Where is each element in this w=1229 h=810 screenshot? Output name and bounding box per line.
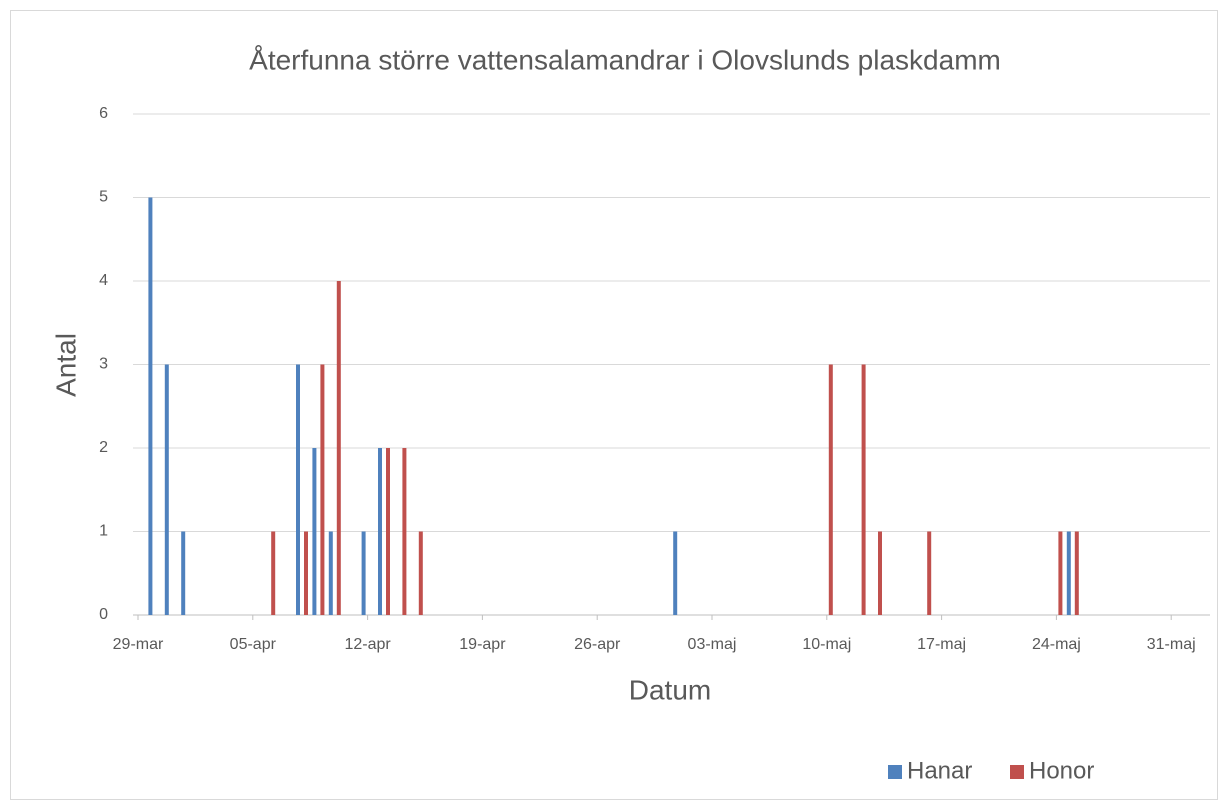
- y-tick-label: 3: [99, 356, 108, 373]
- legend-swatch: [888, 765, 902, 779]
- x-tick-label: 05-apr: [230, 636, 277, 653]
- legend-label: Honor: [1029, 757, 1094, 784]
- y-tick-label: 4: [99, 272, 108, 289]
- x-tick-label: 29-mar: [113, 636, 164, 653]
- chart-frame: [10, 10, 1218, 800]
- bar: [148, 197, 153, 615]
- bar: [328, 531, 333, 615]
- bar: [1058, 531, 1063, 615]
- x-tick-label: 19-apr: [459, 636, 506, 653]
- chart-title: Återfunna större vattensalamandrar i Olo…: [249, 44, 1001, 75]
- bar: [1074, 531, 1079, 615]
- bar: [878, 531, 882, 615]
- x-tick-label: 24-maj: [1032, 636, 1081, 653]
- bar: [828, 364, 833, 615]
- bar: [378, 448, 382, 615]
- bar: [1066, 531, 1071, 615]
- bar: [312, 448, 317, 615]
- bar: [927, 531, 932, 615]
- bar: [402, 448, 407, 615]
- bar: [320, 364, 325, 615]
- bar: [336, 281, 341, 615]
- y-axis-title: Antal: [50, 333, 81, 397]
- bar: [271, 531, 276, 615]
- x-tick-label: 31-maj: [1147, 636, 1196, 653]
- y-tick-label: 1: [99, 523, 108, 540]
- bar: [181, 531, 186, 615]
- legend-label: Hanar: [907, 757, 972, 784]
- bar: [304, 531, 308, 615]
- x-tick-label: 12-apr: [344, 636, 391, 653]
- legend-swatch: [1010, 765, 1024, 779]
- bar: [861, 364, 866, 615]
- y-tick-label: 6: [99, 105, 108, 122]
- y-tick-label: 5: [99, 189, 108, 206]
- bar: [418, 531, 423, 615]
- bar: [673, 531, 678, 615]
- x-tick-label: 10-maj: [802, 636, 851, 653]
- x-tick-label: 26-apr: [574, 636, 621, 653]
- bar: [361, 531, 366, 615]
- x-tick-label: 03-maj: [688, 636, 737, 653]
- bar: [164, 364, 169, 615]
- y-tick-label: 2: [99, 439, 108, 456]
- x-tick-label: 17-maj: [917, 636, 966, 653]
- bar: [296, 364, 300, 615]
- y-tick-label: 0: [99, 606, 108, 623]
- bar: [386, 448, 390, 615]
- x-axis-title: Datum: [629, 674, 711, 705]
